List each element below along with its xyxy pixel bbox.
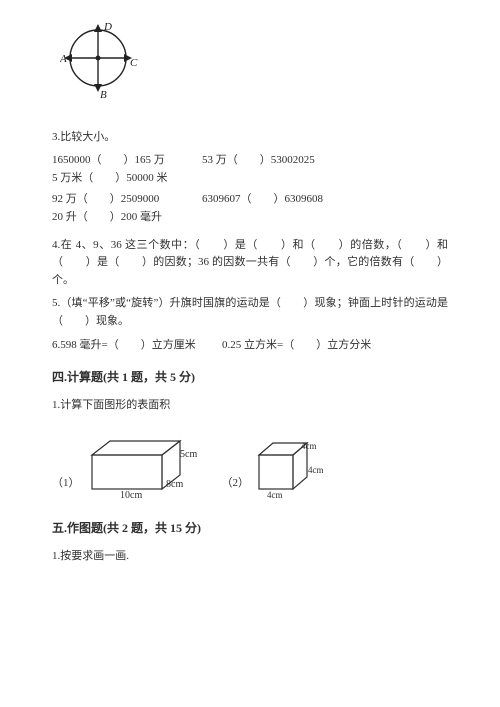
- q3-1c: 5 万米（ ）50000 米: [52, 170, 168, 188]
- box-figure-wrap: （1） 10cm 8cm 5cm: [52, 429, 204, 499]
- box-label: （1）: [52, 475, 80, 493]
- compass-svg: D C B A: [60, 20, 140, 100]
- cube-w: 4cm: [267, 490, 283, 499]
- compass-a: A: [60, 53, 67, 65]
- section5-title: 五.作图题(共 2 题，共 15 分): [52, 519, 448, 538]
- q3-2a: 92 万（ ）2509000: [52, 191, 202, 209]
- q3-2b: 6309607（ ）6309608: [202, 191, 352, 209]
- compass-b: B: [100, 89, 107, 100]
- compass-c: C: [130, 57, 138, 69]
- q6b: 0.25 立方米=（ ）立方分米: [222, 337, 371, 355]
- box-h: 8cm: [166, 479, 183, 490]
- box-svg: 10cm 8cm 5cm: [84, 429, 204, 499]
- q3-1a: 1650000（ ）165 万: [52, 152, 202, 170]
- cube-figure-wrap: （2） 4cm 4cm 4cm: [222, 433, 334, 499]
- q4-text: 4.在 4、9、36 这三个数中：（ ）是（ ）和（ ）的倍数，（ ）和（ ）是…: [52, 237, 448, 290]
- cube-svg: 4cm 4cm 4cm: [253, 433, 333, 499]
- q3-row2: 92 万（ ）2509000 6309607（ ）6309608 20 升（ ）…: [52, 191, 448, 226]
- q3-title: 3.比较大小。: [52, 129, 448, 147]
- section5-item: 1.按要求画一画.: [52, 548, 448, 566]
- box-w: 10cm: [120, 490, 142, 499]
- cube-d: 4cm: [301, 441, 317, 451]
- section4-item: 1.计算下面图形的表面积: [52, 397, 448, 415]
- q3-2c: 20 升（ ）200 毫升: [52, 209, 162, 227]
- q3-1b: 53 万（ ）53002025: [202, 152, 352, 170]
- section4-title: 四.计算题(共 1 题，共 5 分): [52, 368, 448, 387]
- compass-figure: D C B A: [60, 20, 448, 107]
- q3-row1: 1650000（ ）165 万 53 万（ ）53002025 5 万米（ ）5…: [52, 152, 448, 187]
- cube-label: （2）: [222, 475, 250, 493]
- q5-text: 5.（填“平移”或“旋转”）升旗时国旗的运动是（ ）现象；钟面上时针的运动是（ …: [52, 295, 448, 330]
- cube-h: 4cm: [308, 465, 324, 475]
- q6a: 6.598 毫升=（ ）立方厘米: [52, 337, 222, 355]
- figures-row: （1） 10cm 8cm 5cm （2） 4cm 4cm 4cm: [52, 429, 448, 499]
- compass-d: D: [103, 21, 112, 33]
- q6-row: 6.598 毫升=（ ）立方厘米 0.25 立方米=（ ）立方分米: [52, 337, 448, 355]
- box-d: 5cm: [180, 449, 197, 460]
